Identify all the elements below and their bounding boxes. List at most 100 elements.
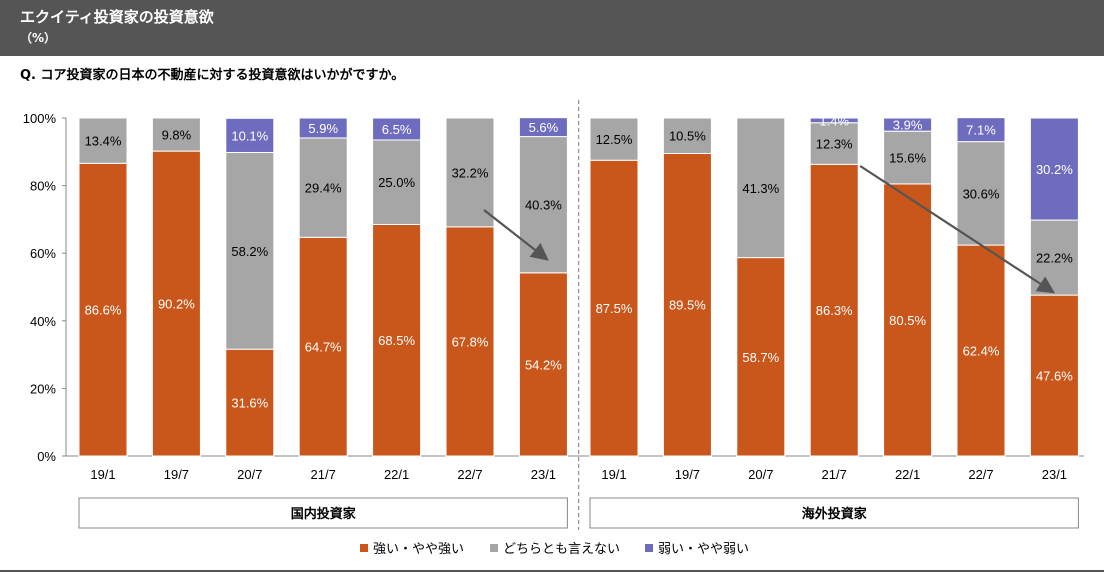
data-label-bg <box>666 294 709 314</box>
data-label-bg <box>739 346 782 366</box>
data-label: 87.5% <box>596 301 633 316</box>
data-label: 13.4% <box>85 134 122 149</box>
data-label: 31.6% <box>231 396 268 411</box>
x-tick-label: 20/7 <box>237 467 262 482</box>
data-label: 58.2% <box>231 244 268 259</box>
x-tick-label: 21/7 <box>822 467 847 482</box>
data-label: 7.1% <box>966 123 996 138</box>
data-label-bg <box>228 392 271 412</box>
x-tick-label: 19/1 <box>601 467 626 482</box>
data-label: 67.8% <box>452 334 489 349</box>
x-tick-label: 19/1 <box>90 467 115 482</box>
legend-swatch <box>645 544 653 552</box>
data-label-bg <box>302 336 345 356</box>
data-label: 30.2% <box>1036 162 1073 177</box>
data-label-bg <box>375 172 418 192</box>
data-label-bg <box>82 299 124 319</box>
data-label: 89.5% <box>669 298 706 313</box>
group-label-box <box>78 497 568 529</box>
trend-arrow <box>859 165 1056 294</box>
x-tick-label: 23/1 <box>531 467 556 482</box>
data-label-bg <box>155 293 198 313</box>
bar-segment <box>225 117 275 153</box>
bar-segment <box>809 117 859 124</box>
x-tick-label: 19/7 <box>164 467 189 482</box>
y-tick-label: 100% <box>23 111 57 126</box>
data-label-bg <box>813 300 856 320</box>
legend-label: 強い・やや強い <box>373 541 464 556</box>
data-label: 54.2% <box>525 357 562 372</box>
data-label: 64.7% <box>305 340 342 355</box>
group-label: 国内投資家 <box>291 506 357 521</box>
data-label: 47.6% <box>1036 369 1073 384</box>
legend-label: 弱い・やや弱い <box>658 541 749 556</box>
bar-segment <box>1029 117 1079 221</box>
data-label-bg <box>960 340 1002 360</box>
data-label-bg <box>449 331 491 351</box>
data-label-bg <box>593 298 635 318</box>
data-label-bg <box>375 330 418 350</box>
bar-segment <box>298 117 348 139</box>
data-label: 86.6% <box>85 303 122 318</box>
x-tick-label: 21/7 <box>311 467 336 482</box>
legend-swatch <box>360 544 368 552</box>
x-tick-label: 23/1 <box>1042 467 1067 482</box>
data-label-bg <box>886 147 929 167</box>
data-label: 32.2% <box>452 165 489 180</box>
data-label-bg <box>1033 365 1076 385</box>
question-text: Q. コア投資家の日本の不動産に対する投資意欲はいかがですか。 <box>20 68 405 83</box>
data-label-bg <box>228 240 271 260</box>
group-label-box <box>589 497 1079 529</box>
data-label-bg <box>449 162 491 182</box>
bar-segment <box>518 117 568 138</box>
data-label: 30.6% <box>963 186 1000 201</box>
x-tick-label: 22/1 <box>895 467 920 482</box>
data-label: 22.2% <box>1036 251 1073 266</box>
data-label-bg <box>82 130 124 150</box>
unit-label: （%） <box>20 31 57 45</box>
data-label: 68.5% <box>378 333 415 348</box>
bar-segment <box>956 117 1006 143</box>
data-label-bg <box>739 177 782 197</box>
data-label: 80.5% <box>889 313 926 328</box>
y-tick-label: 80% <box>30 179 56 194</box>
data-label: 25.0% <box>378 175 415 190</box>
x-tick-label: 19/7 <box>675 467 700 482</box>
y-tick-label: 0% <box>37 449 56 464</box>
y-tick-label: 60% <box>30 246 56 261</box>
data-label-bg <box>159 124 194 144</box>
header-bar: エクイティ投資家の投資意欲 （%） <box>0 0 1104 56</box>
bottom-divider <box>0 570 1104 572</box>
data-label: 12.3% <box>816 137 853 152</box>
data-label: 90.2% <box>158 297 195 312</box>
x-tick-label: 22/1 <box>384 467 409 482</box>
data-label: 1.4% <box>819 113 849 128</box>
data-label-bg <box>302 177 345 197</box>
data-label: 29.4% <box>305 181 342 196</box>
group-label: 海外投資家 <box>802 506 868 521</box>
data-label-bg <box>960 183 1002 203</box>
data-label-bg <box>522 194 565 214</box>
data-label-bg <box>886 309 929 329</box>
data-label: 6.5% <box>382 122 412 137</box>
y-tick-label: 40% <box>30 314 56 329</box>
data-label-bg <box>593 129 635 149</box>
data-label: 5.9% <box>308 121 338 136</box>
data-label-bg <box>666 125 709 145</box>
data-label: 15.6% <box>889 151 926 166</box>
data-label: 86.3% <box>816 303 853 318</box>
stacked-bar-chart: 0% 20% 40% 60% 80% 100% 86.6% 13.4% 19/1 90.2% 9.8… <box>23 100 1084 556</box>
x-tick-label: 22/7 <box>968 467 993 482</box>
trend-arrow <box>483 209 549 261</box>
data-label-bg <box>813 133 856 153</box>
bar-segment <box>883 117 933 132</box>
data-label: 10.5% <box>669 129 706 144</box>
x-tick-label: 22/7 <box>457 467 482 482</box>
y-tick-label: 20% <box>30 381 56 396</box>
data-label: 5.6% <box>529 120 559 135</box>
legend-swatch <box>490 544 498 552</box>
bar-segment <box>372 117 422 141</box>
data-label: 10.1% <box>231 128 268 143</box>
legend-label: どちらとも言えない <box>503 541 620 556</box>
chart-title: エクイティ投資家の投資意欲 <box>20 8 214 26</box>
